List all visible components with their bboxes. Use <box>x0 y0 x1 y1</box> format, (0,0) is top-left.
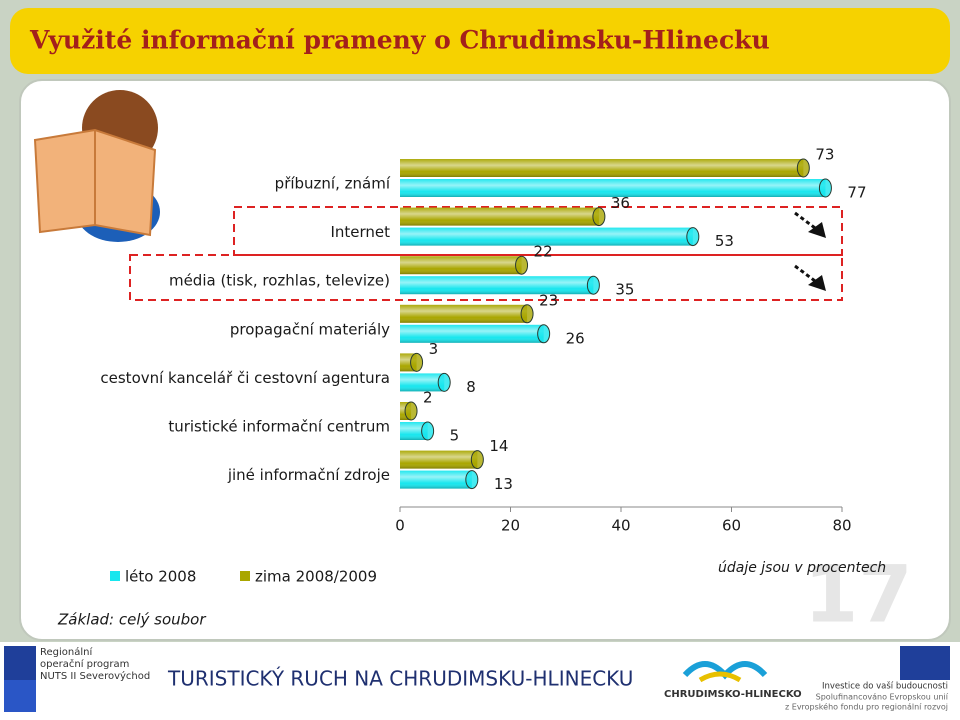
bar-cap <box>465 470 479 490</box>
category-label: cestovní kancelář či cestovní agentura <box>100 369 390 387</box>
base-note: Základ: celý soubor <box>57 611 206 629</box>
legend-label: léto 2008 <box>125 568 196 586</box>
title-box <box>10 8 950 74</box>
value-label: 73 <box>815 146 834 164</box>
value-label: 22 <box>534 243 553 261</box>
region-logo: CHRUDIMSKO-HLINECKO <box>664 689 802 700</box>
bar-cap <box>537 324 551 344</box>
value-label: 23 <box>539 291 558 309</box>
value-label: 26 <box>566 329 585 347</box>
bar-cap <box>586 275 600 295</box>
bar-shine <box>400 179 826 197</box>
bar-shine <box>400 256 522 275</box>
x-tick-label: 20 <box>501 517 520 535</box>
value-label: 77 <box>847 184 866 202</box>
eu-flag <box>900 646 950 680</box>
title: Využité informační prameny o Chrudimsku-… <box>29 26 770 55</box>
panel <box>19 79 951 641</box>
bar-cap <box>796 158 810 178</box>
bar-shine <box>400 227 693 246</box>
value-label: 14 <box>489 437 508 455</box>
bar-cap <box>520 304 534 324</box>
bar-cap <box>437 372 451 392</box>
value-label: 2 <box>423 389 433 407</box>
x-tick-label: 80 <box>832 517 851 535</box>
reader-icon <box>33 90 160 242</box>
note: údaje jsou v procentech <box>718 560 886 576</box>
bar-shine <box>400 304 528 323</box>
bar-cap <box>515 255 529 275</box>
eu-text: z Evropského fondu pro regionální rozvoj <box>785 702 948 712</box>
footer-title: TURISTICKÝ RUCH NA CHRUDIMSKU-HLINECKU <box>167 667 633 691</box>
bar-cap <box>421 421 435 441</box>
bar-shine <box>400 324 544 343</box>
bar-shine <box>400 373 445 392</box>
bar-shine <box>400 159 804 177</box>
legend-swatch <box>240 571 250 581</box>
bar-cap <box>818 178 832 198</box>
value-label: 3 <box>429 340 439 358</box>
value-label: 36 <box>611 194 630 212</box>
eu-text: Spolufinancováno Evropskou unií <box>816 693 949 702</box>
category-label: turistické informační centrum <box>168 418 390 436</box>
legend-swatch <box>110 571 120 581</box>
bar-shine <box>400 276 594 295</box>
highlight-box <box>129 254 843 301</box>
bar-shine <box>400 470 472 489</box>
category-label: jiné informační zdroje <box>227 466 390 484</box>
value-label: 8 <box>466 378 476 396</box>
bar-cap <box>404 401 418 421</box>
bar-cap <box>592 207 606 227</box>
trend-arrow-head <box>808 222 826 238</box>
x-tick-label: 40 <box>611 517 630 535</box>
eu-text: Investice do vaší budoucnosti <box>822 681 948 692</box>
bar-cap <box>686 227 700 247</box>
bar-shine <box>400 207 599 226</box>
bar-cap <box>470 450 484 470</box>
bar-cap <box>410 352 424 372</box>
category-label: média (tisk, rozhlas, televize) <box>169 272 390 290</box>
footer <box>0 642 960 716</box>
rop-text: operační program <box>40 658 129 670</box>
rop-text: NUTS II Severovýchod <box>40 670 150 682</box>
trend-arrow-head <box>808 275 826 291</box>
region-logo-mark <box>698 671 742 683</box>
rop-text: Regionální <box>40 646 93 658</box>
highlight-box <box>233 206 843 256</box>
bar-shine <box>400 422 428 440</box>
category-label: příbuzní, známí <box>275 175 391 193</box>
eu-flag-small <box>4 646 36 680</box>
value-label: 5 <box>450 427 460 445</box>
legend-label: zima 2008/2009 <box>255 568 377 586</box>
category-label: Internet <box>330 223 390 241</box>
value-label: 53 <box>715 232 734 250</box>
value-label: 13 <box>494 475 513 493</box>
eu-flag-small <box>4 680 36 712</box>
bar-shine <box>400 450 478 469</box>
value-label: 35 <box>615 281 634 299</box>
x-tick-label: 60 <box>722 517 741 535</box>
x-tick-label: 0 <box>395 517 405 535</box>
page-number: 17 <box>804 550 913 640</box>
category-label: propagační materiály <box>230 320 390 338</box>
